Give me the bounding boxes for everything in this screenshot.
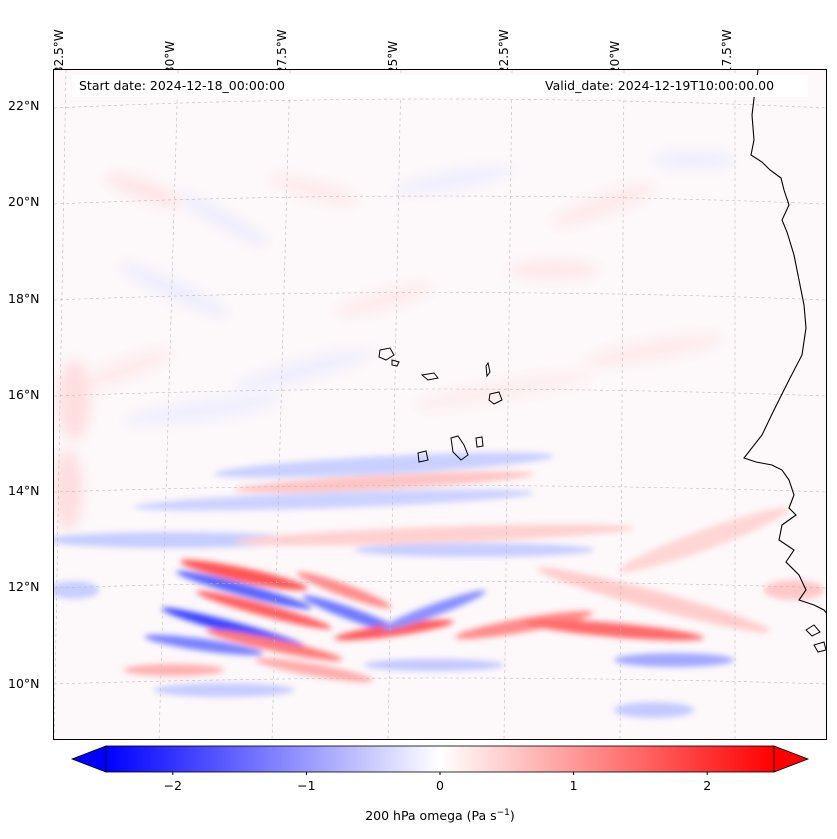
lat-label-18n: 18°N [8,291,40,306]
cb-tick-1: 1 [569,778,578,793]
cb-tick-neg2: −2 [163,778,183,793]
lon-label-27-5w: 27.5°W [275,29,289,74]
lon-label-22-5w: 22.5°W [497,29,511,74]
valid-date-label: Valid_date: 2024-12-19T10:00:00.00 [545,78,775,93]
strong-wave-packet [124,559,824,718]
cb-tick-2: 2 [703,778,712,793]
lat-label-22n: 22°N [8,98,40,113]
colorbar [70,745,810,775]
lat-label-16n: 16°N [8,387,40,402]
colorbar-title: 200 hPa omega (Pa s−1) [365,808,515,824]
lat-label-12n: 12°N [8,579,40,594]
lon-label-17-5w: 17.5°W [720,29,734,74]
cape-verde-sal-island [485,361,491,378]
graticule [54,70,826,739]
lat-label-14n: 14°N [8,483,40,498]
colorbar-extend-low [70,745,107,773]
cape-verde-fogo [417,450,429,463]
cb-tick-neg1: −1 [297,778,316,793]
bijagos-islands [805,624,826,653]
colorbar-body [105,745,775,773]
date-info-bar [72,75,808,97]
cape-verde-sal [378,347,395,361]
north-weak-features [54,151,734,530]
lon-label-32-5w: 32.5°W [52,29,66,74]
colorbar-extend-high [773,745,810,773]
cb-tick-0: 0 [436,778,444,793]
cape-verde-maio [475,436,484,448]
cape-verde-santiago [450,435,469,461]
mid-bands [54,452,789,633]
map-panel[interactable] [53,69,827,740]
cape-verde-sao-nicolau [420,372,439,381]
africa-coastline [743,70,826,614]
omega-field [54,70,826,739]
lat-label-20n: 20°N [8,194,40,209]
lat-label-10n: 10°N [8,676,40,691]
cape-verde-boa-vista [391,359,400,367]
cape-verde-boavista-island [488,391,503,405]
start-date-label: Start date: 2024-12-18_00:00:00 [79,78,285,93]
